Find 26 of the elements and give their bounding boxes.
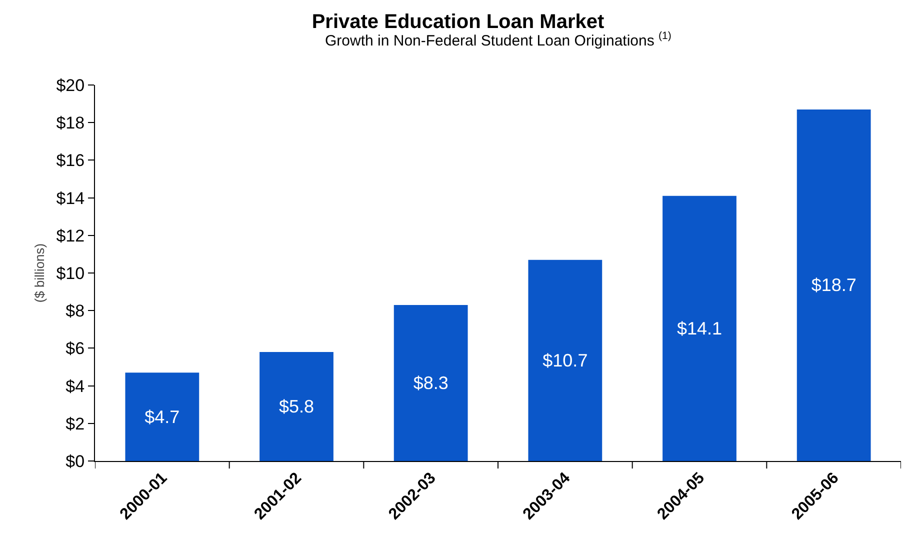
y-tick-label: $12 xyxy=(56,226,85,246)
y-tick-label: $14 xyxy=(56,188,85,208)
data-label: $8.3 xyxy=(413,372,448,393)
chart-subtitle: Growth in Non-Federal Student Loan Originations $^{(1)}$ xyxy=(325,30,672,50)
chart-title: Private Education Loan Market xyxy=(312,10,604,33)
y-axis-title: ($ billions) xyxy=(32,243,48,303)
y-tick-label: $6 xyxy=(66,339,85,358)
y-tick-label: $8 xyxy=(66,302,85,321)
y-tick-label: $16 xyxy=(56,151,85,170)
y-tick-label: $18 xyxy=(56,114,85,133)
bar xyxy=(394,304,468,461)
data-label: $10.7 xyxy=(542,350,588,370)
bar xyxy=(125,372,200,461)
bar xyxy=(528,260,602,461)
data-label: $14.1 xyxy=(676,318,722,338)
y-tick-label: $2 xyxy=(66,414,85,434)
data-label: $4.7 xyxy=(144,406,180,427)
bar xyxy=(662,196,736,461)
bar xyxy=(796,109,871,461)
y-tick-label: $4 xyxy=(66,376,85,396)
y-tick-label: $20 xyxy=(56,76,85,95)
y-tick-label: $0 xyxy=(66,452,85,471)
data-label: $18.7 xyxy=(811,275,856,296)
bar xyxy=(260,352,334,461)
data-label: $5.8 xyxy=(278,396,314,416)
y-tick-label: $10 xyxy=(56,264,85,283)
